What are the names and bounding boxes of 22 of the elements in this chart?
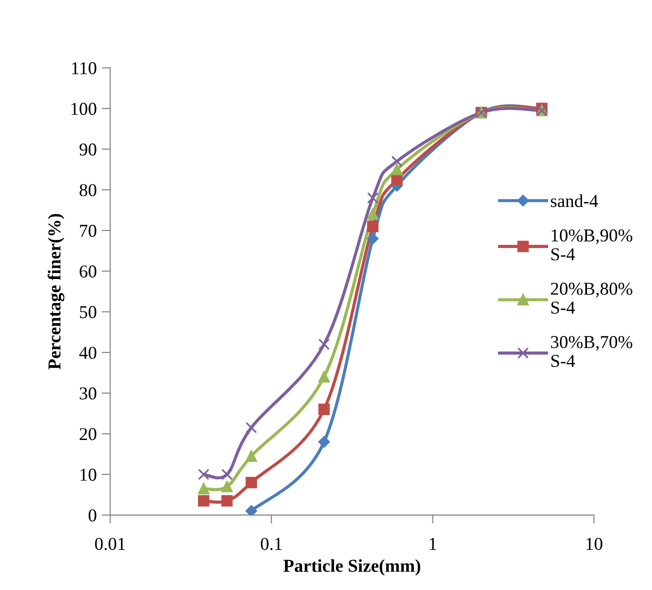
y-tick-label: 30 xyxy=(80,387,96,400)
legend-label: 20%B,80% S-4 xyxy=(550,282,632,314)
y-tick-label: 40 xyxy=(79,346,96,359)
y-tick-label: 60 xyxy=(80,265,96,278)
y-axis-title: Percentage finer(%) xyxy=(48,214,64,370)
x-tick-label: 1 xyxy=(430,538,436,550)
y-tick-label: 0 xyxy=(88,509,96,522)
y-tick-label: 110 xyxy=(72,62,96,74)
y-tick-label: 70 xyxy=(80,224,96,237)
legend-label: 10%B,90% S-4 xyxy=(551,229,632,260)
y-tick-label: 100 xyxy=(72,102,96,115)
legend-label: sand-4 xyxy=(550,194,598,208)
y-tick-label: 80 xyxy=(80,184,96,196)
x-tick-label: 10 xyxy=(586,538,602,550)
legend-label: 30%B,70% S-4 xyxy=(551,336,632,368)
y-tick-label: 50 xyxy=(80,306,96,318)
x-tick-label: 0.1 xyxy=(260,538,282,550)
y-tick-label: 20 xyxy=(80,428,96,440)
y-tick-label: 10 xyxy=(80,468,96,481)
x-axis-title: Particle Size(mm) xyxy=(283,559,420,576)
y-tick-label: 90 xyxy=(80,143,96,156)
x-tick-label: 0.01 xyxy=(95,538,125,550)
